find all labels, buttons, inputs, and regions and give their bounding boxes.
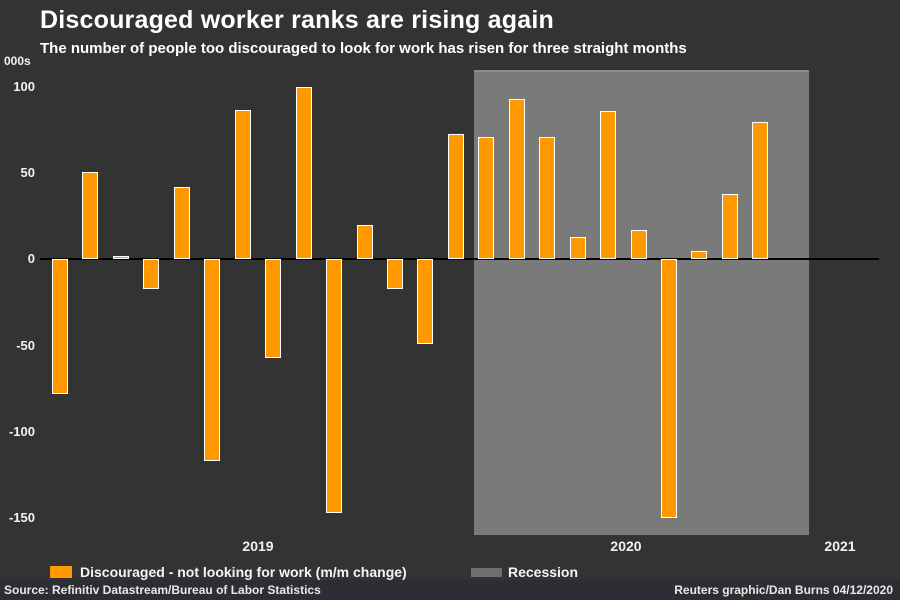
bar-month-5: [173, 187, 190, 260]
y-tick-label: 100: [13, 79, 35, 95]
bar-month-12: [386, 259, 403, 289]
legend-item-recession: Recession: [471, 564, 578, 580]
bar-month-8: [265, 259, 282, 358]
legend-item-discouraged: Discouraged - not looking for work (m/m …: [50, 564, 407, 580]
bar-month-16: [508, 99, 525, 260]
x-tick-label-2020: 2020: [610, 538, 642, 554]
footer-bar: Source: Refinitiv Datastream/Bureau of L…: [0, 580, 900, 600]
bar-month-23: [721, 194, 738, 260]
bar-month-2: [82, 171, 99, 260]
bar-month-11: [356, 225, 373, 260]
credit-text: Reuters graphic/Dan Burns 04/12/2020: [674, 583, 893, 597]
bar-month-3: [112, 256, 129, 260]
bar-month-13: [417, 259, 434, 344]
y-tick-label: -150: [8, 509, 35, 525]
bar-month-19: [600, 111, 617, 260]
bar-month-1: [52, 259, 68, 394]
bar-month-14: [447, 133, 464, 260]
y-tick-label: -50: [16, 337, 35, 353]
zero-axis-line: [40, 258, 879, 261]
source-text: Source: Refinitiv Datastream/Bureau of L…: [4, 583, 321, 597]
discouraged-legend-label: Discouraged - not looking for work (m/m …: [80, 564, 407, 580]
page-title: Discouraged worker ranks are rising agai…: [40, 6, 554, 34]
bar-month-15: [478, 137, 495, 260]
bar-month-7: [234, 109, 251, 260]
bar-month-9: [295, 87, 312, 260]
bar-month-6: [204, 259, 221, 461]
discouraged-swatch: [50, 566, 72, 578]
y-tick-label: 50: [20, 165, 35, 181]
legend: Discouraged - not looking for work (m/m …: [0, 564, 900, 582]
bar-month-24: [752, 121, 769, 260]
bar-month-21: [661, 259, 677, 518]
y-tick-label: -100: [8, 423, 35, 439]
x-tick-label-2021: 2021: [824, 538, 856, 554]
recession-swatch: [471, 567, 502, 577]
bar-month-4: [143, 259, 160, 289]
bar-month-18: [569, 237, 586, 260]
bar-month-20: [630, 230, 647, 260]
x-tick-label-2019: 2019: [242, 538, 274, 554]
y-tick-label: 0: [27, 251, 35, 267]
bar-month-22: [691, 250, 708, 260]
y-axis-unit-label: 000s: [4, 54, 31, 68]
bar-month-17: [539, 137, 556, 260]
page-subtitle: The number of people too discouraged to …: [40, 40, 687, 57]
bar-month-10: [326, 259, 343, 513]
recession-legend-label: Recession: [508, 564, 579, 580]
